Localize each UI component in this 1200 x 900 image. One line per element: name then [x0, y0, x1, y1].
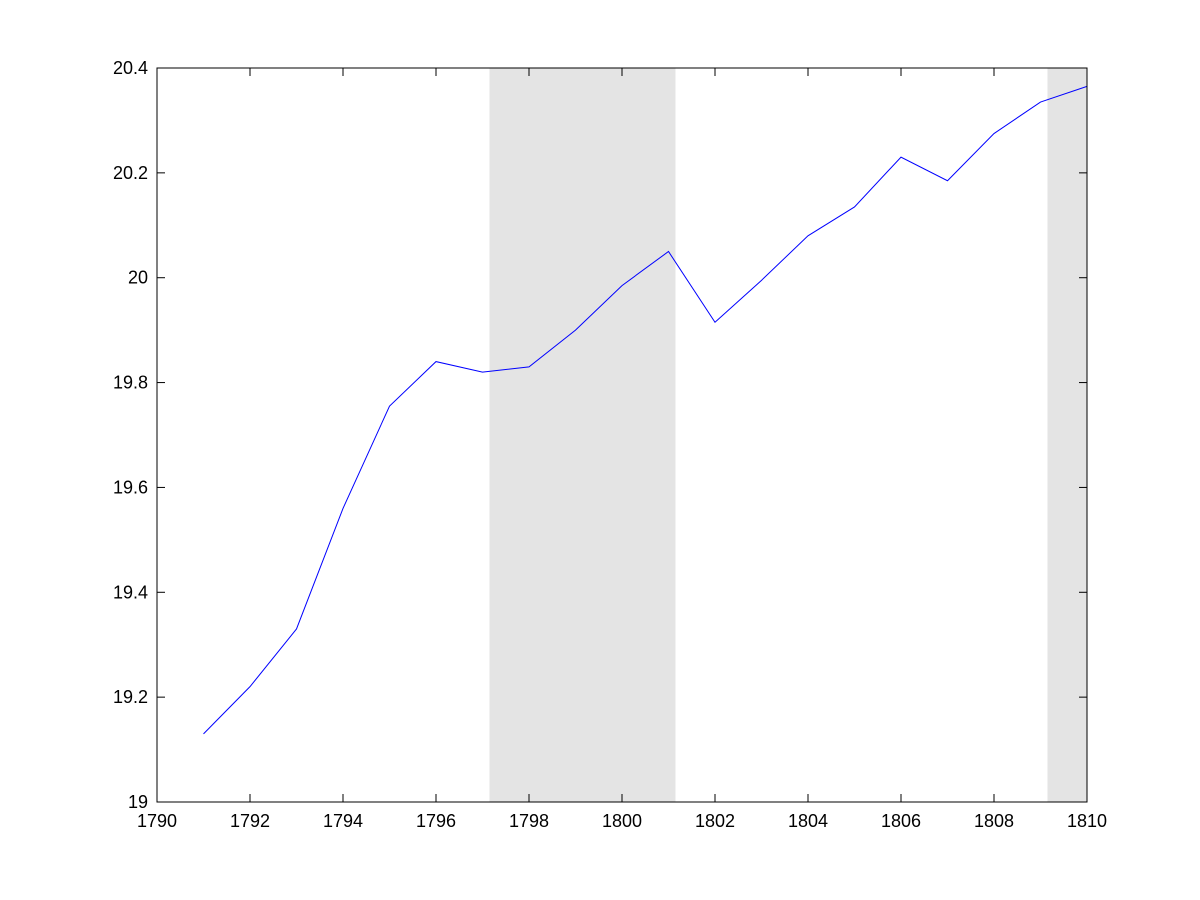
y-tick-label: 19.6 [113, 477, 148, 497]
y-tick-label: 19.4 [113, 582, 148, 602]
x-tick-label: 1792 [230, 811, 270, 831]
y-tick-label: 19.8 [113, 373, 148, 393]
y-tick-label: 19 [128, 792, 148, 812]
y-tick-label: 20.4 [113, 58, 148, 78]
tick-labels: 1790 1792 1794 1796 1798 1800 1802 1804 1806 1808… [113, 58, 1107, 831]
x-tick-label: 1790 [137, 811, 177, 831]
series-line-1 [203, 85, 1088, 735]
x-tick-label: 1798 [509, 811, 549, 831]
x-tick-label: 1808 [974, 811, 1014, 831]
x-tick-label: 1800 [602, 811, 642, 831]
x-tick-label: 1810 [1067, 811, 1107, 831]
shaded-periods [489, 68, 1087, 802]
shaded-period-2 [1047, 68, 1087, 802]
series-lines [203, 85, 1088, 735]
y-tick-label: 20.2 [113, 163, 148, 183]
axis-ticks [156, 67, 1088, 803]
y-tick-label: 20 [128, 268, 148, 288]
x-tick-label: 1806 [881, 811, 921, 831]
y-tick-label: 19.2 [113, 687, 148, 707]
x-tick-label: 1796 [416, 811, 456, 831]
x-tick-label: 1794 [323, 811, 363, 831]
shaded-period-1 [489, 68, 676, 802]
x-tick-label: 1804 [788, 811, 828, 831]
x-tick-label: 1802 [695, 811, 735, 831]
